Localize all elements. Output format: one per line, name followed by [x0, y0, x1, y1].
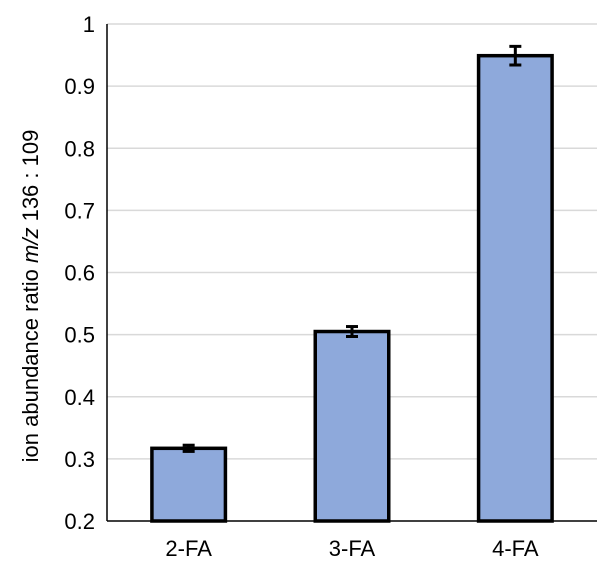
error-bars	[182, 44, 522, 453]
y-tick-label: 0.2	[64, 509, 95, 534]
y-tick-label: 1	[83, 12, 95, 37]
y-axis-title-prefix: ion abundance ratio	[18, 263, 43, 462]
y-tick-label: 0.9	[64, 74, 95, 99]
bar-4-fa	[476, 53, 554, 523]
x-category-label: 3-FA	[329, 536, 376, 561]
x-category-label: 4-FA	[492, 536, 539, 561]
error-bar-2-fa	[182, 443, 195, 453]
y-tick-label: 0.6	[64, 261, 95, 286]
bar-2-fa	[150, 446, 228, 523]
y-tick-label: 0.8	[64, 136, 95, 161]
y-tick-label: 0.5	[64, 323, 95, 348]
y-tick-labels: 0.2 0.3 0.4 0.5 0.6 0.7 0.8 0.9 1	[64, 12, 95, 534]
error-bar-4-fa	[509, 44, 522, 67]
error-bar-3-fa	[346, 325, 358, 338]
y-tick-label: 0.7	[64, 198, 95, 223]
bar-3-fa	[313, 329, 391, 523]
y-axis-title-italic: m/z	[18, 228, 43, 263]
y-axis-title: ion abundance ratio m/z 136 : 109	[18, 130, 43, 463]
x-category-labels: 2-FA 3-FA 4-FA	[165, 536, 538, 561]
bars	[150, 53, 554, 523]
x-category-label: 2-FA	[165, 536, 212, 561]
y-tick-label: 0.3	[64, 447, 95, 472]
y-tick-label: 0.4	[64, 385, 95, 410]
y-axis-title-suffix: 136 : 109	[18, 130, 43, 228]
